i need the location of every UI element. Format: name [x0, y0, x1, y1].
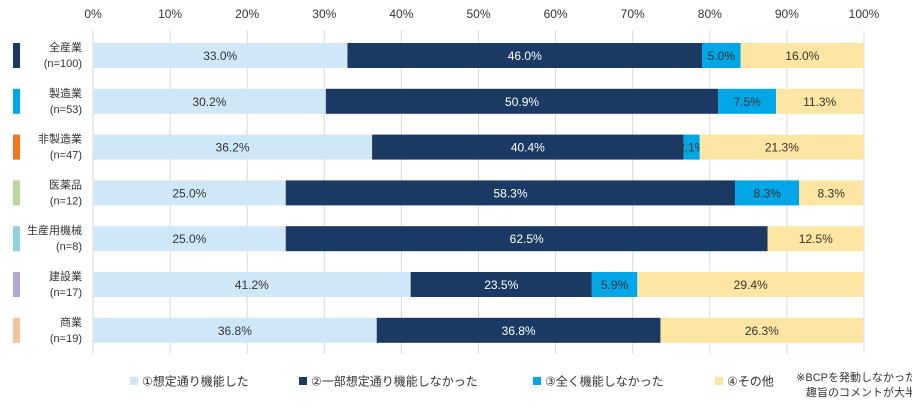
x-tick-label: 100% — [849, 7, 880, 21]
category-labels: 全産業 (n=100) 製造業 (n=53) 非製造業 (n=47) 医薬品 (n=12) 生産… — [13, 40, 82, 345]
data-label: 30.2% — [192, 95, 226, 109]
data-label: 36.8% — [218, 324, 252, 338]
category-marker — [13, 88, 20, 114]
data-label: 11.3% — [803, 95, 836, 109]
data-label: 33.0% — [203, 49, 237, 63]
data-label: 46.0% — [508, 49, 542, 63]
category-marker — [13, 180, 20, 206]
legend: ①想定通り機能した ②一部想定通り機能しなかった ③全く機能しなかった ④その他 — [130, 374, 774, 389]
footnote: ※BCPを発動しなかった 趣旨のコメントが大半 — [796, 372, 912, 399]
category-n: (n=100) — [44, 58, 82, 70]
data-label: 12.5% — [799, 232, 833, 246]
legend-label: ③全く機能しなかった — [545, 374, 664, 389]
bar-segment — [683, 134, 700, 160]
bar-segment — [699, 134, 864, 160]
data-label: 25.0% — [172, 232, 206, 246]
category-name: 商業 — [60, 315, 82, 329]
bar-segment — [372, 134, 684, 160]
bar-segment — [702, 43, 741, 68]
category-name: 医薬品 — [49, 178, 82, 191]
bar-segment — [93, 226, 286, 252]
bar-segment — [93, 272, 411, 297]
bar-segment — [410, 272, 592, 297]
category-n: (n=12) — [50, 195, 82, 207]
x-tick-label: 90% — [775, 7, 799, 21]
x-tick-label: 10% — [158, 7, 182, 21]
bar-segment — [93, 180, 286, 206]
bar-segment — [660, 317, 864, 343]
legend-swatch — [299, 377, 307, 385]
legend-swatch — [533, 377, 541, 385]
bar-segment — [776, 88, 864, 114]
category-marker — [13, 134, 20, 160]
category-n: (n=47) — [50, 150, 82, 162]
category-name: 製造業 — [49, 86, 82, 100]
bar-segment — [799, 180, 864, 206]
x-tick-label: 40% — [389, 7, 413, 21]
bar-segment — [93, 43, 348, 68]
data-label: 40.4% — [511, 141, 545, 155]
category-name: 建設業 — [49, 269, 82, 283]
bar-segment — [637, 272, 864, 297]
data-label: 29.4% — [734, 278, 768, 292]
bar-segment — [93, 317, 377, 343]
legend-label: ①想定通り機能した — [142, 374, 249, 389]
data-label: 5.0% — [708, 49, 736, 63]
data-label: 36.2% — [216, 141, 250, 155]
data-label: 8.3% — [818, 186, 846, 200]
bar-segment — [376, 317, 661, 343]
legend-swatch — [130, 377, 138, 385]
data-label: 26.3% — [745, 324, 779, 338]
category-marker — [13, 317, 20, 343]
category-n: (n=53) — [50, 104, 82, 116]
data-label: 16.0% — [785, 49, 819, 63]
x-tick-label: 80% — [698, 7, 722, 21]
bar-segment — [767, 226, 864, 252]
x-tick-label: 60% — [544, 7, 568, 21]
category-marker — [13, 226, 20, 252]
category-name: 全産業 — [49, 40, 82, 54]
x-tick-label: 0% — [84, 7, 102, 21]
bar-segment — [591, 272, 638, 297]
bar-segment — [735, 180, 800, 206]
category-name: 生産用機械 — [27, 223, 82, 237]
bar-segment — [285, 180, 736, 206]
bars: 33.0% 46.0% 5.0% 16.0% 30.2% 50.9% 7.5% 11.3% 36… — [93, 43, 864, 343]
data-label: 50.9% — [505, 95, 539, 109]
x-tick-label: 70% — [621, 7, 645, 21]
data-label: 2.1% — [678, 141, 706, 155]
category-marker — [13, 272, 20, 297]
category-marker — [13, 43, 20, 68]
bar-segment — [93, 134, 373, 160]
bar-segment — [325, 88, 719, 114]
x-axis-ticks: 0% 10% 20% 30% 40% 50% 60% 70% 80% 90% 100% — [84, 7, 879, 21]
legend-label: ④その他 — [727, 375, 774, 389]
x-tick-label: 50% — [466, 7, 490, 21]
bar-segment — [285, 226, 768, 252]
data-label: 58.3% — [493, 186, 527, 200]
x-tick-label: 30% — [312, 7, 336, 21]
category-n: (n=8) — [56, 241, 82, 253]
data-label: 62.5% — [510, 232, 544, 246]
x-tick-label: 20% — [235, 7, 259, 21]
category-n: (n=17) — [50, 287, 82, 299]
data-label: 21.3% — [765, 141, 799, 155]
bar-segment — [347, 43, 703, 68]
data-label: 7.5% — [734, 95, 762, 109]
data-label: 5.9% — [601, 278, 629, 292]
legend-label: ②一部想定通り機能しなかった — [311, 374, 478, 389]
bar-segment — [93, 88, 326, 114]
category-n: (n=19) — [50, 333, 82, 345]
bar-segment — [718, 88, 777, 114]
category-name: 非製造業 — [38, 132, 82, 146]
data-label: 41.2% — [235, 278, 269, 292]
data-label: 36.8% — [502, 324, 536, 338]
data-label: 25.0% — [172, 186, 206, 200]
data-label: 23.5% — [484, 278, 518, 292]
bar-segment — [740, 43, 864, 68]
data-label: 8.3% — [754, 186, 782, 200]
legend-swatch — [715, 377, 723, 385]
